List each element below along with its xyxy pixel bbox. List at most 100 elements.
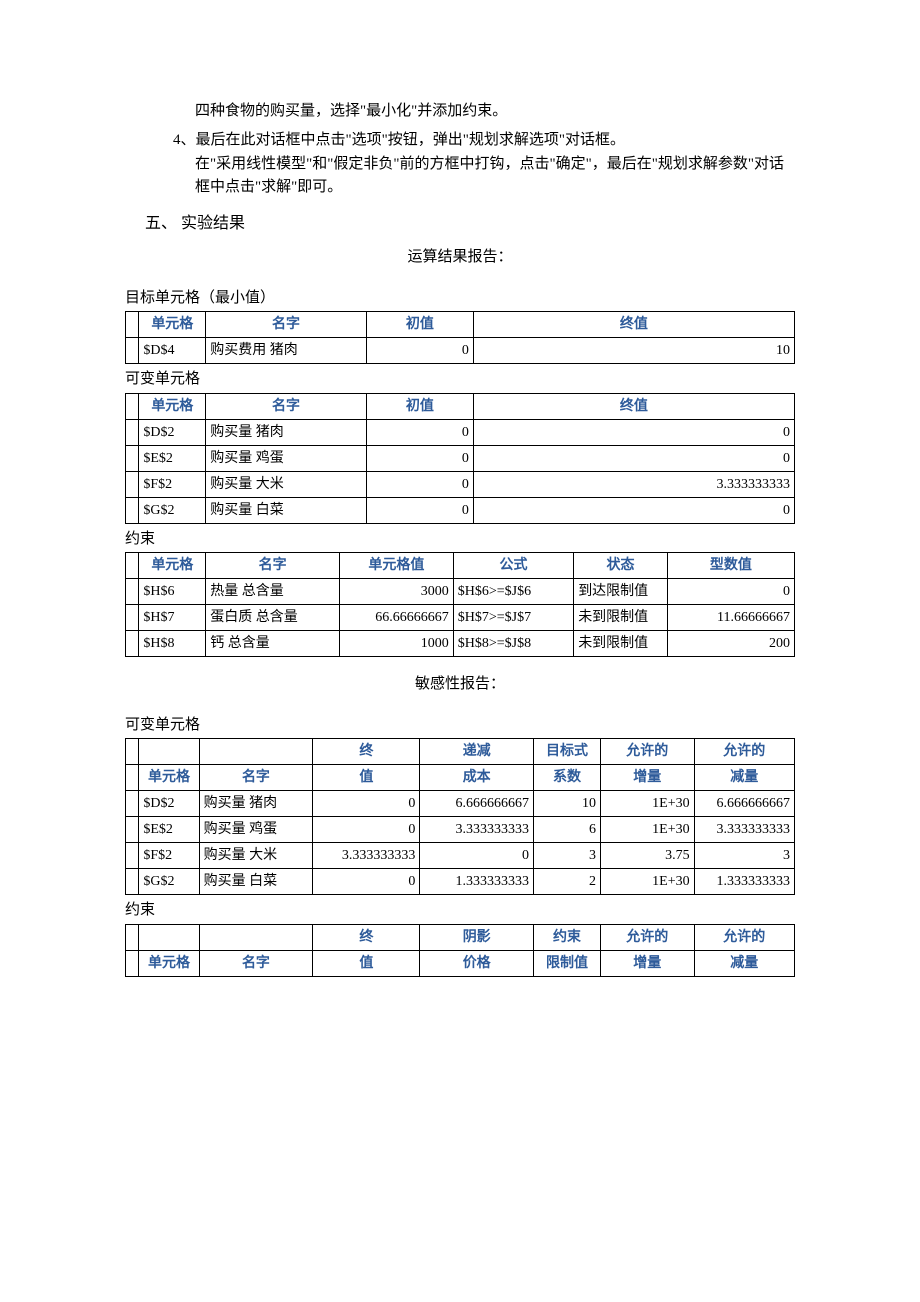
cell: 3.333333333 — [694, 817, 794, 843]
table-row: $H$8钙 总含量1000$H$8>=$J$8未到限制值200 — [126, 631, 795, 657]
table5-header-row-2: 单元格 名字 值 价格 限制值 增量 减量 — [126, 950, 795, 976]
report-1-title: 运算结果报告： — [125, 246, 795, 269]
row-stub — [126, 817, 139, 843]
cell: 0 — [667, 579, 794, 605]
cell: 2 — [534, 869, 601, 895]
table1-caption: 目标单元格（最小值） — [125, 287, 795, 310]
report-2-title: 敏感性报告： — [125, 673, 795, 696]
cell: 购买量 大米 — [206, 471, 367, 497]
table1-header-row: 单元格 名字 初值 终值 — [126, 312, 795, 338]
cell: 3.333333333 — [420, 817, 534, 843]
cell: 0 — [473, 445, 794, 471]
cell: 0 — [473, 497, 794, 523]
table1-h-cell: 单元格 — [139, 312, 206, 338]
cell: 10 — [534, 791, 601, 817]
table3-h-formula: 公式 — [453, 553, 573, 579]
table5-h1-c7: 允许的 — [694, 924, 794, 950]
table5-h1-c3: 终 — [313, 924, 420, 950]
cell: 未到限制值 — [574, 605, 668, 631]
table2-header-row: 单元格 名字 初值 终值 — [126, 393, 795, 419]
table3-caption: 约束 — [125, 528, 795, 551]
table3-h-name: 名字 — [206, 553, 340, 579]
cell: 购买量 猪肉 — [199, 791, 313, 817]
cell: 10 — [473, 338, 794, 364]
row-stub — [126, 843, 139, 869]
cell: 3.333333333 — [473, 471, 794, 497]
table4-h1-c4: 递减 — [420, 739, 534, 765]
table-row: $D$2购买量 猪肉06.666666667101E+306.666666667 — [126, 791, 795, 817]
table-row: $G$2购买量 白菜01.33333333321E+301.333333333 — [126, 869, 795, 895]
cell: 0 — [366, 338, 473, 364]
cell: $F$2 — [139, 843, 199, 869]
cell: 6.666666667 — [694, 791, 794, 817]
table5-h1-blank1 — [139, 924, 199, 950]
cell: 1E+30 — [600, 869, 694, 895]
row-stub — [126, 338, 139, 364]
table4-header-row-2: 单元格 名字 值 成本 系数 增量 减量 — [126, 765, 795, 791]
table4-h1-c7: 允许的 — [694, 739, 794, 765]
table4-h2-c7: 减量 — [694, 765, 794, 791]
section-5-heading: 五、 实验结果 — [145, 212, 795, 236]
cell: 购买费用 猪肉 — [206, 338, 367, 364]
cell: 0 — [313, 791, 420, 817]
intro-line-1: 四种食物的购买量，选择"最小化"并添加约束。 — [195, 100, 795, 123]
intro-item-4a: 4、最后在此对话框中点击"选项"按钮，弹出"规划求解选项"对话框。 — [173, 129, 795, 152]
cell: 未到限制值 — [574, 631, 668, 657]
table5-h1-c4: 阴影 — [420, 924, 534, 950]
table4-h1-c5: 目标式 — [534, 739, 601, 765]
cell: $H$8>=$J$8 — [453, 631, 573, 657]
table3-stub-header — [126, 553, 139, 579]
cell: 3.333333333 — [313, 843, 420, 869]
table5-stub-header-1 — [126, 924, 139, 950]
cell: 3000 — [340, 579, 454, 605]
table1-h-final: 终值 — [473, 312, 794, 338]
table5-h1-c5: 约束 — [534, 924, 601, 950]
table-row: $D$4购买费用 猪肉010 — [126, 338, 795, 364]
table2-caption: 可变单元格 — [125, 368, 795, 391]
cell: 0 — [473, 419, 794, 445]
table3-header-row: 单元格 名字 单元格值 公式 状态 型数值 — [126, 553, 795, 579]
cell: 3 — [694, 843, 794, 869]
table5: 终 阴影 约束 允许的 允许的 单元格 名字 值 价格 限制值 增量 减量 — [125, 924, 795, 977]
table5-h2-name: 名字 — [199, 950, 313, 976]
cell: 热量 总含量 — [206, 579, 340, 605]
cell: 购买量 白菜 — [206, 497, 367, 523]
cell: 购买量 白菜 — [199, 869, 313, 895]
row-stub — [126, 791, 139, 817]
cell: 0 — [366, 497, 473, 523]
table4-h2-c5: 系数 — [534, 765, 601, 791]
cell: 1E+30 — [600, 791, 694, 817]
cell: $H$7>=$J$7 — [453, 605, 573, 631]
cell: 1000 — [340, 631, 454, 657]
cell: $G$2 — [139, 869, 199, 895]
table3-h-val: 单元格值 — [340, 553, 454, 579]
table5-h2-c5: 限制值 — [534, 950, 601, 976]
table1-stub-header — [126, 312, 139, 338]
table2-h-cell: 单元格 — [139, 393, 206, 419]
table-row: $G$2购买量 白菜00 — [126, 497, 795, 523]
cell: 66.66666667 — [340, 605, 454, 631]
table-row: $D$2购买量 猪肉00 — [126, 419, 795, 445]
table-row: $E$2购买量 鸡蛋03.33333333361E+303.333333333 — [126, 817, 795, 843]
cell: $H$6>=$J$6 — [453, 579, 573, 605]
table2: 单元格 名字 初值 终值 $D$2购买量 猪肉00$E$2购买量 鸡蛋00$F$… — [125, 393, 795, 524]
intro-item-4b: 在"采用线性模型"和"假定非负"前的方框中打钩，点击"确定"，最后在"规划求解参… — [195, 153, 795, 198]
table4-h2-cell: 单元格 — [139, 765, 199, 791]
table4-stub-header-2 — [126, 765, 139, 791]
table5-caption: 约束 — [125, 899, 795, 922]
row-stub — [126, 497, 139, 523]
cell: $E$2 — [139, 817, 199, 843]
cell: 购买量 大米 — [199, 843, 313, 869]
cell: $G$2 — [139, 497, 206, 523]
table2-h-name: 名字 — [206, 393, 367, 419]
table2-stub-header — [126, 393, 139, 419]
table4-h1-c6: 允许的 — [600, 739, 694, 765]
row-stub — [126, 605, 139, 631]
cell: 购买量 猪肉 — [206, 419, 367, 445]
table5-h2-c4: 价格 — [420, 950, 534, 976]
table4-header-row-1: 终 递减 目标式 允许的 允许的 — [126, 739, 795, 765]
table4-caption: 可变单元格 — [125, 714, 795, 737]
table4-h1-c3: 终 — [313, 739, 420, 765]
table3-h-status: 状态 — [574, 553, 668, 579]
cell: $F$2 — [139, 471, 206, 497]
